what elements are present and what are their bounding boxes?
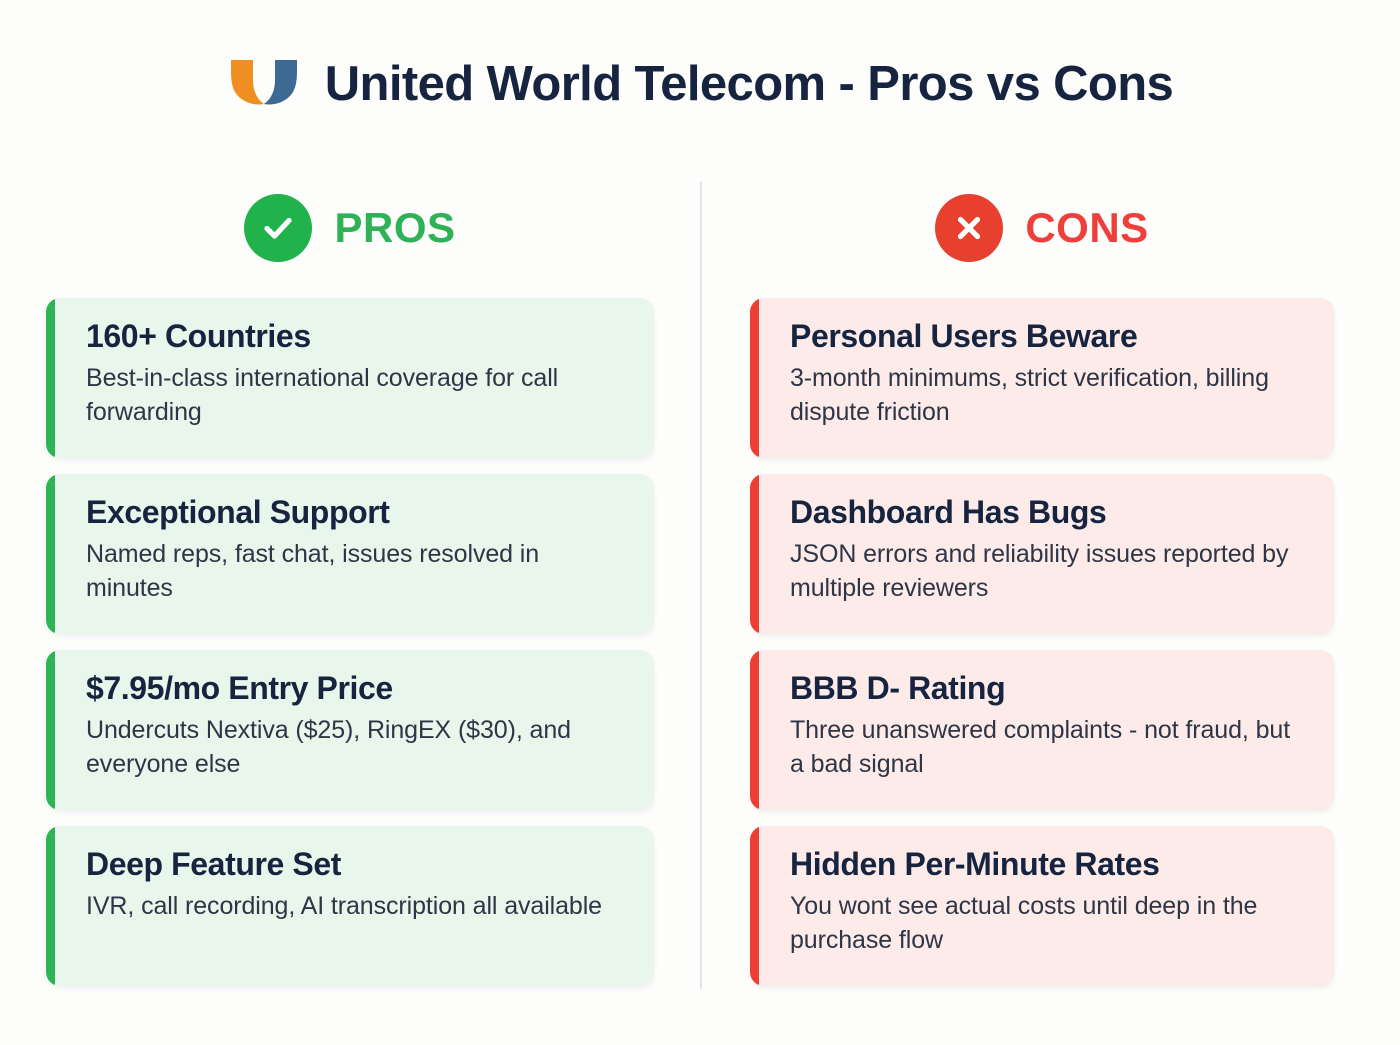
check-circle-icon	[244, 194, 313, 262]
card-title: 160+ Countries	[86, 318, 311, 354]
card-description: Undercuts Nextiva ($25), RingEX ($30), a…	[86, 716, 571, 779]
x-circle-icon	[935, 194, 1004, 262]
pros-accent-bar	[46, 298, 55, 458]
cons-accent-bar	[750, 474, 759, 634]
pros-card[interactable]: 160+ Countries Best-in-class internation…	[46, 298, 654, 458]
card-title: Exceptional Support	[86, 494, 390, 530]
card-title: Dashboard Has Bugs	[790, 494, 1107, 530]
cons-accent-bar	[750, 826, 759, 986]
card-description: You wont see actual costs until deep in …	[790, 892, 1258, 955]
united-world-telecom-logo-icon	[230, 60, 297, 105]
cons-column-header: CONS	[750, 178, 1334, 278]
card-description: JSON errors and reliability issues repor…	[790, 540, 1289, 603]
card-description: Best-in-class international coverage for…	[86, 364, 559, 427]
cons-card[interactable]: Personal Users Beware 3-month minimums, …	[750, 298, 1334, 458]
pros-accent-bar	[46, 826, 55, 986]
card-description: Named reps, fast chat, issues resolved i…	[86, 540, 540, 603]
card-title: Personal Users Beware	[790, 318, 1138, 354]
cons-card-list: Personal Users Beware 3-month minimums, …	[750, 298, 1334, 986]
card-title: $7.95/mo Entry Price	[86, 670, 393, 706]
cons-card[interactable]: BBB D- Rating Three unanswered complaint…	[750, 650, 1334, 810]
cons-heading: CONS	[1025, 204, 1149, 251]
comparison-columns: PROS 160+ Countries Best-in-class intern…	[0, 178, 1400, 986]
cons-column: CONS Personal Users Beware 3-month minim…	[700, 178, 1400, 986]
page-title: United World Telecom - Pros vs Cons	[324, 56, 1174, 111]
pros-accent-bar	[46, 474, 55, 634]
card-title: Deep Feature Set	[86, 846, 342, 882]
cons-card[interactable]: Hidden Per-Minute Rates You wont see act…	[750, 826, 1334, 986]
pros-card-list: 160+ Countries Best-in-class internation…	[46, 298, 654, 986]
pros-column-header: PROS	[46, 178, 654, 278]
card-title: BBB D- Rating	[790, 670, 1006, 706]
pros-card[interactable]: $7.95/mo Entry Price Undercuts Nextiva (…	[46, 650, 654, 810]
cons-card[interactable]: Dashboard Has Bugs JSON errors and relia…	[750, 474, 1334, 634]
cons-accent-bar	[750, 650, 759, 810]
cons-accent-bar	[750, 298, 759, 458]
card-description: IVR, call recording, AI transcription al…	[86, 892, 602, 921]
card-description: 3-month minimums, strict verification, b…	[790, 364, 1269, 427]
pros-card[interactable]: Deep Feature Set IVR, call recording, AI…	[46, 826, 654, 986]
page-header: United World Telecom - Pros vs Cons	[0, 48, 1400, 120]
column-divider	[700, 181, 702, 989]
pros-card[interactable]: Exceptional Support Named reps, fast cha…	[46, 474, 654, 634]
card-description: Three unanswered complaints - not fraud,…	[790, 716, 1291, 779]
card-title: Hidden Per-Minute Rates	[790, 846, 1160, 882]
pros-heading: PROS	[334, 204, 456, 251]
pros-accent-bar	[46, 650, 55, 810]
pros-column: PROS 160+ Countries Best-in-class intern…	[0, 178, 700, 986]
